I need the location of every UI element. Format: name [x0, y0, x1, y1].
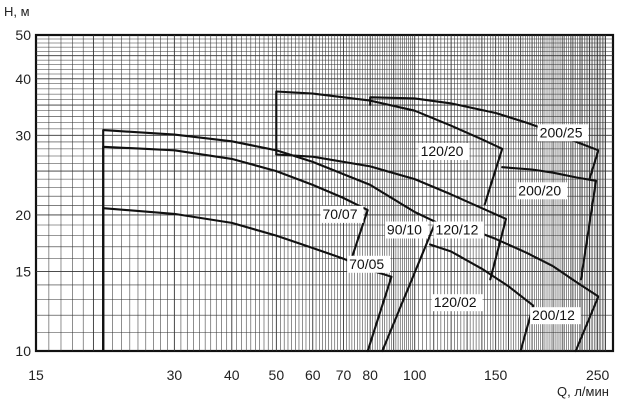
curve-label-bg	[347, 255, 391, 273]
curve-label-bg	[433, 221, 485, 239]
x-tick-label: 60	[305, 367, 321, 383]
curve-70-05	[102, 207, 393, 353]
y-tick-label: 20	[15, 207, 31, 223]
curve-label-70-07: 70/07	[322, 206, 357, 222]
curve-label-200-20: 200/20	[518, 182, 561, 198]
x-tick-label: 100	[403, 367, 427, 383]
tick-labels: 15 30 40 50 60 70 80 100 150 250 10 15 20 30 40 50	[15, 27, 609, 383]
curve-label-bg	[418, 142, 470, 160]
curve-label-70-05: 70/05	[349, 256, 384, 272]
curve-200-12	[458, 223, 600, 353]
curve-200-20	[501, 166, 598, 281]
y-tick-label: 50	[15, 27, 31, 43]
x-tick-label: 80	[362, 367, 378, 383]
x-tick-label: 40	[224, 367, 240, 383]
curve-label-bg	[431, 294, 483, 312]
curve-label-bg	[516, 182, 568, 200]
curve-label-200-25: 200/25	[540, 124, 583, 140]
x-tick-label: 250	[586, 367, 610, 383]
curve-label-120-20: 120/20	[421, 143, 464, 159]
y-tick-label: 10	[15, 343, 31, 359]
curve-200-25	[369, 96, 600, 181]
curve-120-20	[275, 90, 504, 206]
x-tick-label: 50	[269, 367, 285, 383]
x-tick-label: 70	[336, 367, 352, 383]
curve-label-200-12: 200/12	[532, 307, 575, 323]
curve-label-bg	[320, 205, 364, 223]
curve-label-bg	[384, 221, 428, 239]
curve-label-120-02: 120/02	[434, 294, 477, 310]
x-tick-label: 150	[484, 367, 508, 383]
y-axis-title: H, м	[4, 4, 30, 19]
curve-120-12	[275, 153, 508, 281]
curve-label-90-10: 90/10	[387, 222, 422, 238]
curve-label-bg	[530, 307, 581, 325]
y-tick-label: 40	[15, 71, 31, 87]
x-axis-title: Q, л/мин	[557, 384, 609, 399]
curve-label-bg	[537, 124, 589, 142]
curve-labels: 70/05 70/07 90/10 120/12 120/20 120/02 200/12 2…	[320, 124, 589, 325]
x-tick-label: 15	[28, 367, 44, 383]
curve-label-120-12: 120/12	[436, 222, 479, 238]
y-tick-label: 30	[15, 127, 31, 143]
y-tick-label: 15	[15, 263, 31, 279]
x-tick-label: 30	[167, 367, 183, 383]
